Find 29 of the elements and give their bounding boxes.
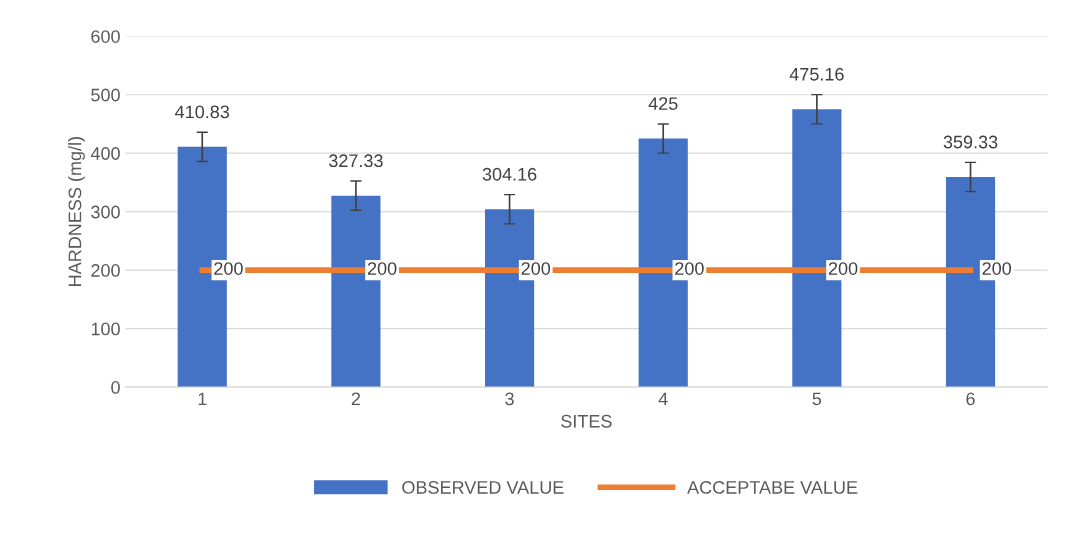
x-axis-title: SITES [561,414,612,428]
y-tick-label: 200 [91,264,120,277]
data-label: 200 [367,262,397,275]
y-tick-label: 100 [91,322,120,336]
data-label: 475.16 [789,67,844,81]
x-tick-label: 5 [812,392,822,406]
legend-label: OBSERVED VALUE [402,481,564,494]
y-axis-title: HARDNESS (mg/l) [68,137,85,286]
y-tick-label: 600 [91,30,120,43]
x-tick-label: 4 [658,392,668,406]
y-tick-label: 400 [90,147,120,160]
data-label: 200 [214,262,243,275]
data-label: 200 [828,262,858,275]
y-tick-label: 300 [91,205,120,219]
legend-label: ACCEPTABE VALUE [687,481,858,494]
data-label: 200 [982,262,1012,275]
data-label: 200 [521,262,551,275]
data-label: 359.33 [943,135,998,149]
data-label: 425 [648,97,678,110]
x-tick-label: 1 [198,392,207,406]
data-label: 327.33 [328,154,383,168]
x-tick-label: 6 [966,392,975,406]
data-label: 200 [675,262,704,275]
y-tick-label: 0 [111,381,120,394]
x-tick-label: 3 [505,392,514,406]
data-label: 304.16 [482,167,537,181]
y-tick-label: 500 [91,88,120,102]
x-tick-label: 2 [351,392,361,406]
data-label: 410.83 [175,105,230,119]
